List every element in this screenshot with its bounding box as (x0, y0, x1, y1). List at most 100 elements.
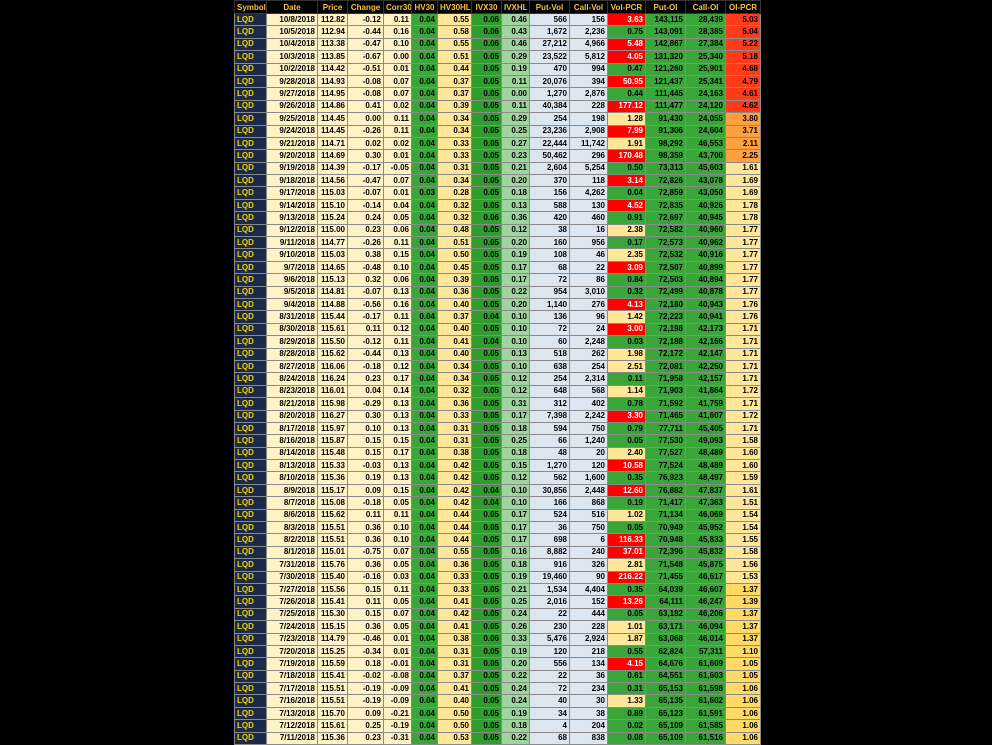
cell-date: 7/20/2018 (266, 644, 318, 659)
cell-oi-pcr: 1.69 (725, 174, 761, 188)
cell-symbol: LQD (234, 37, 267, 52)
cell-vol-pcr: 1.28 (607, 112, 646, 126)
cell-date: 9/27/2018 (266, 87, 318, 101)
cell-put-vol: 518 (529, 347, 570, 361)
cell-vol-pcr: 0.91 (607, 211, 646, 225)
cell-date: 8/20/2018 (266, 409, 318, 423)
cell-put-oi: 77,711 (645, 421, 686, 436)
cell-put-vol: 254 (529, 372, 570, 386)
cell-hv30: 0.04 (411, 533, 438, 547)
cell-ivx30: 0.04 (471, 496, 502, 510)
column-header-call-oi[interactable]: Call-OI (685, 0, 726, 14)
cell-ivx30: 0.05 (471, 384, 502, 399)
cell-corr30: 0.13 (383, 459, 412, 473)
cell-symbol: LQD (234, 310, 267, 324)
cell-symbol: LQD (234, 186, 267, 200)
cell-hv30: 0.04 (411, 483, 438, 498)
cell-vol-pcr: 177.12 (607, 99, 646, 114)
cell-vol-pcr: 1.33 (607, 694, 646, 708)
cell-hv30: 0.04 (411, 359, 438, 374)
cell-call-vol: 118 (569, 174, 608, 188)
column-header-symbol[interactable]: Symbol (234, 0, 267, 14)
cell-date: 8/23/2018 (266, 384, 318, 399)
cell-corr30: 0.13 (383, 409, 412, 423)
cell-put-oi: 72,826 (645, 174, 686, 188)
column-header-hv30hl[interactable]: HV30HL (437, 0, 472, 14)
cell-change: 0.36 (347, 620, 384, 634)
cell-vol-pcr: 0.05 (607, 434, 646, 448)
cell-date: 9/28/2018 (266, 74, 318, 89)
cell-call-oi: 24,055 (685, 112, 726, 126)
cell-hv30: 0.04 (411, 496, 438, 510)
cell-ivx30: 0.05 (471, 459, 502, 473)
cell-hv30hl: 0.50 (437, 706, 472, 721)
cell-ivx30: 0.05 (471, 112, 502, 126)
cell-date: 9/5/2018 (266, 285, 318, 300)
cell-put-oi: 72,198 (645, 322, 686, 337)
cell-put-vol: 20,076 (529, 74, 570, 89)
table-row: LQD 8/24/2018 116.24 0.23 0.17 0.04 0.34 0.05 0.… (234, 372, 761, 386)
column-header-corr30[interactable]: Corr30 (383, 0, 412, 14)
cell-call-oi: 43,078 (685, 174, 726, 188)
column-header-call-vol[interactable]: Call-Vol (569, 0, 608, 14)
cell-price: 115.44 (317, 310, 348, 324)
cell-ivxhl: 0.23 (501, 149, 530, 163)
column-header-put-oi[interactable]: Put-OI (645, 0, 686, 14)
table-row: LQD 9/7/2018 114.65 -0.48 0.10 0.04 0.45 0.05 0.… (234, 260, 761, 275)
column-header-price[interactable]: Price (317, 0, 348, 14)
cell-ivx30: 0.05 (471, 87, 502, 101)
cell-corr30: 0.01 (383, 632, 412, 646)
cell-change: -0.75 (347, 545, 384, 560)
cell-symbol: LQD (234, 471, 267, 485)
cell-hv30: 0.04 (411, 719, 438, 733)
cell-hv30hl: 0.55 (437, 12, 472, 27)
cell-price: 115.15 (317, 620, 348, 634)
cell-vol-pcr: 0.44 (607, 87, 646, 101)
cell-price: 114.56 (317, 174, 348, 188)
table-row: LQD 8/30/2018 115.61 0.11 0.12 0.04 0.40 0.05 0.… (234, 322, 761, 337)
cell-ivx30: 0.05 (471, 533, 502, 547)
cell-ivxhl: 0.17 (501, 409, 530, 423)
cell-put-vol: 22 (529, 607, 570, 622)
cell-put-oi: 65,109 (645, 731, 686, 745)
cell-oi-pcr: 1.10 (725, 644, 761, 659)
column-header-hv30[interactable]: HV30 (411, 0, 438, 14)
cell-hv30hl: 0.36 (437, 397, 472, 411)
table-row: LQD 9/14/2018 115.10 -0.14 0.04 0.04 0.32 0.05 0… (234, 198, 761, 213)
cell-price: 114.69 (317, 149, 348, 163)
column-header-ivx30[interactable]: IVX30 (471, 0, 502, 14)
cell-date: 8/3/2018 (266, 520, 318, 535)
cell-put-vol: 562 (529, 471, 570, 485)
column-header-date[interactable]: Date (266, 0, 318, 14)
column-header-change[interactable]: Change (347, 0, 384, 14)
cell-ivx30: 0.05 (471, 508, 502, 523)
cell-change: -0.17 (347, 161, 384, 176)
column-header-oi-pcr[interactable]: OI-PCR (725, 0, 761, 14)
cell-corr30: 0.07 (383, 87, 412, 101)
cell-put-oi: 72,573 (645, 236, 686, 250)
column-header-vol-pcr[interactable]: Vol-PCR (607, 0, 646, 14)
cell-change: -0.46 (347, 632, 384, 646)
cell-price: 115.08 (317, 496, 348, 510)
cell-oi-pcr: 3.80 (725, 112, 761, 126)
column-header-put-vol[interactable]: Put-Vol (529, 0, 570, 14)
cell-hv30hl: 0.31 (437, 161, 472, 176)
cell-corr30: 0.10 (383, 37, 412, 52)
cell-price: 114.39 (317, 161, 348, 176)
cell-hv30: 0.04 (411, 409, 438, 423)
cell-call-vol: 240 (569, 545, 608, 560)
cell-put-oi: 91,430 (645, 112, 686, 126)
cell-hv30: 0.04 (411, 50, 438, 64)
cell-oi-pcr: 5.04 (725, 25, 761, 39)
cell-hv30: 0.04 (411, 74, 438, 89)
cell-symbol: LQD (234, 421, 267, 436)
cell-ivx30: 0.05 (471, 669, 502, 684)
column-header-ivxhl[interactable]: IVXHL (501, 0, 530, 14)
cell-price: 115.10 (317, 198, 348, 213)
cell-put-vol: 166 (529, 496, 570, 510)
cell-oi-pcr: 5.22 (725, 37, 761, 52)
cell-symbol: LQD (234, 657, 267, 671)
cell-hv30hl: 0.37 (437, 669, 472, 684)
cell-date: 8/1/2018 (266, 545, 318, 560)
cell-symbol: LQD (234, 174, 267, 188)
